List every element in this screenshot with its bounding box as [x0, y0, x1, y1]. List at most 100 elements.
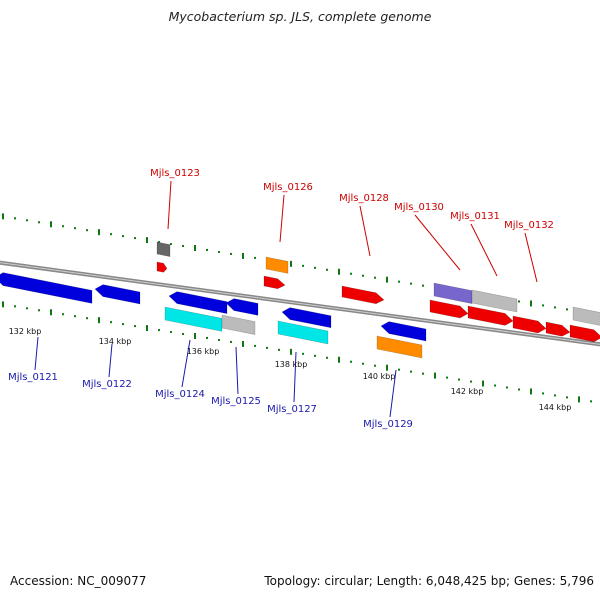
gc-content-tick — [338, 356, 340, 363]
reverse-gene — [225, 298, 259, 316]
gc-content-tick — [386, 364, 388, 371]
gc-content-tick — [146, 325, 148, 332]
pseudo-feature — [471, 289, 518, 313]
gc-skew-tick — [518, 300, 520, 303]
dark-feature — [156, 241, 171, 257]
gc-skew-tick — [86, 229, 88, 232]
reverse-gene — [94, 284, 141, 305]
gc-skew-tick — [50, 221, 52, 228]
reverse-gene-label: Mjls_0125 — [211, 396, 261, 407]
gc-skew-tick — [290, 260, 292, 267]
gc-skew-tick — [2, 213, 4, 220]
gc-content-tick — [74, 315, 76, 318]
forward-gene — [512, 315, 547, 334]
scale-label: 140 kbp — [363, 372, 396, 381]
gc-content-tick — [566, 396, 568, 399]
gc-content-tick — [362, 362, 364, 365]
forward-label-leader — [414, 214, 461, 271]
forward-gene-label: Mjls_0131 — [450, 211, 500, 222]
scale-label: 144 kbp — [539, 403, 572, 412]
forward-label-leader — [359, 205, 371, 257]
gc-skew-tick — [242, 252, 244, 259]
gc-skew-tick — [98, 229, 100, 236]
gc-content-tick — [326, 356, 328, 359]
forward-label-leader — [524, 232, 538, 283]
gc-content-tick — [98, 317, 100, 324]
gc-content-tick — [254, 344, 256, 347]
cyan-feature — [277, 320, 329, 345]
reverse-gene — [0, 272, 93, 304]
backbone-highlight — [0, 262, 600, 345]
gc-content-tick — [290, 348, 292, 355]
gc-skew-tick — [230, 252, 232, 255]
forward-label-leader — [470, 223, 498, 277]
gc-content-tick — [422, 372, 424, 375]
gc-skew-tick — [170, 243, 172, 246]
reverse-gene-label: Mjls_0124 — [155, 389, 205, 400]
gc-skew-tick — [302, 264, 304, 267]
forward-gene — [429, 299, 469, 319]
gc-skew-tick — [14, 217, 16, 220]
purple-feature — [433, 282, 473, 304]
gc-content-tick — [578, 396, 580, 403]
forward-gene — [156, 261, 168, 273]
scale-label: 136 kbp — [187, 347, 220, 356]
scale-label: 142 kbp — [451, 387, 484, 396]
gc-skew-tick — [254, 256, 256, 259]
gc-skew-tick — [62, 225, 64, 228]
gc-content-tick — [494, 384, 496, 387]
gc-skew-tick — [554, 306, 556, 309]
forward-gene — [263, 275, 286, 290]
pseudo-feature — [221, 314, 256, 335]
gc-skew-tick — [566, 308, 568, 311]
reverse-gene — [380, 321, 427, 342]
reverse-gene-label: Mjls_0121 — [8, 372, 58, 383]
forward-gene-label: Mjls_0128 — [339, 193, 389, 204]
scale-label: 132 kbp — [9, 327, 42, 336]
gc-skew-tick — [122, 235, 124, 238]
reverse-gene — [281, 307, 332, 329]
gc-content-tick — [182, 333, 184, 336]
scale-label: 134 kbp — [99, 337, 132, 346]
gc-content-tick — [482, 380, 484, 387]
gc-content-tick — [206, 336, 208, 339]
gc-content-tick — [242, 340, 244, 347]
gc-content-tick — [434, 372, 436, 379]
gc-skew-tick — [158, 241, 160, 244]
map-title: Mycobacterium sp. JLS, complete genome — [168, 9, 432, 24]
gc-content-tick — [50, 309, 52, 316]
gc-content-tick — [554, 394, 556, 397]
forward-label-leader — [167, 180, 172, 230]
gc-content-tick — [122, 323, 124, 326]
scale-label: 138 kbp — [275, 360, 308, 369]
gc-content-tick — [230, 340, 232, 343]
pseudo-feature — [572, 306, 600, 326]
gc-skew-tick — [350, 272, 352, 275]
gc-skew-tick — [530, 300, 532, 307]
reverse-label-leader — [235, 346, 239, 395]
gc-content-tick — [86, 317, 88, 320]
gc-content-tick — [590, 400, 592, 403]
gc-content-tick — [62, 313, 64, 316]
gc-skew-tick — [374, 276, 376, 279]
gc-skew-tick — [422, 284, 424, 287]
reverse-gene — [168, 291, 228, 314]
gc-content-tick — [398, 368, 400, 371]
orange-feature — [265, 256, 289, 274]
gc-skew-tick — [182, 245, 184, 248]
forward-gene — [569, 324, 600, 343]
forward-gene-label: Mjls_0126 — [263, 182, 313, 193]
gc-content-tick — [26, 307, 28, 310]
forward-gene-label: Mjls_0132 — [504, 220, 554, 231]
reverse-label-leader — [34, 336, 39, 371]
reverse-gene-label: Mjls_0122 — [82, 379, 132, 390]
forward-gene — [545, 321, 571, 337]
gc-content-tick — [470, 380, 472, 383]
gc-content-tick — [2, 301, 4, 308]
gc-content-tick — [506, 386, 508, 389]
gc-skew-tick — [338, 268, 340, 275]
gc-skew-tick — [326, 268, 328, 271]
gc-content-tick — [302, 352, 304, 355]
gc-skew-tick — [398, 280, 400, 283]
